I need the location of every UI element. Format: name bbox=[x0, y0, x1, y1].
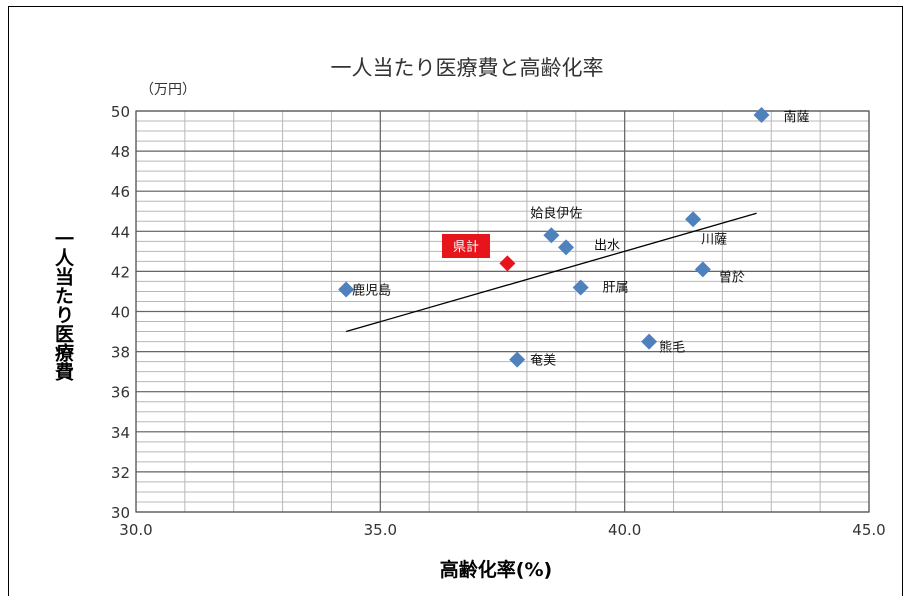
data-point bbox=[338, 281, 355, 298]
x-tick-label: 45.0 bbox=[852, 521, 885, 539]
point-label: 南薩 bbox=[783, 109, 809, 125]
y-unit-label: （万円） bbox=[140, 82, 196, 98]
highlight-label-box bbox=[442, 234, 490, 258]
y-tick-label: 40 bbox=[111, 304, 130, 322]
data-point bbox=[753, 107, 770, 124]
point-label: 曽於 bbox=[719, 269, 745, 285]
point-label: 奄美 bbox=[530, 354, 556, 369]
point-label: 川薩 bbox=[701, 232, 727, 247]
y-tick-label: 50 bbox=[111, 103, 130, 121]
data-point bbox=[509, 351, 526, 368]
data-point bbox=[694, 261, 711, 278]
y-tick-label: 32 bbox=[111, 464, 130, 482]
point-label: 出水 bbox=[594, 238, 620, 253]
data-point bbox=[543, 227, 560, 244]
point-label: 熊毛 bbox=[659, 340, 685, 356]
point-label: 姶良伊佐 bbox=[530, 205, 582, 221]
chart-title: 一人当たり医療費と高齢化率 bbox=[331, 56, 604, 80]
y-tick-label: 44 bbox=[111, 223, 130, 241]
data-point bbox=[572, 279, 589, 296]
highlight-label: 県計 bbox=[453, 239, 479, 255]
y-tick-label: 42 bbox=[111, 263, 130, 281]
plot-area-border bbox=[135, 110, 870, 513]
x-tick-label: 40.0 bbox=[608, 521, 641, 539]
x-tick-label: 35.0 bbox=[364, 521, 397, 539]
data-point bbox=[685, 211, 702, 228]
trendline bbox=[345, 212, 757, 333]
y-tick-label: 34 bbox=[111, 424, 130, 442]
grid bbox=[135, 110, 870, 513]
x-axis-title: 高齢化率(%) bbox=[440, 558, 552, 581]
y-tick-label: 36 bbox=[111, 384, 130, 402]
data-point bbox=[558, 239, 575, 256]
point-label: 肝属 bbox=[603, 280, 629, 295]
x-tick-label: 30.0 bbox=[119, 521, 152, 539]
chart-frame bbox=[8, 6, 903, 596]
y-tick-label: 30 bbox=[111, 504, 130, 522]
axis-ticks: 30.0 35.0 40.0 45.0 30 32 34 36 38 40 42 44 46 48 50 bbox=[111, 103, 886, 539]
data-point bbox=[641, 333, 658, 350]
highlight-point bbox=[499, 255, 516, 272]
y-tick-label: 46 bbox=[111, 183, 130, 201]
y-axis-title: 一人当たり医療費 bbox=[52, 229, 74, 382]
point-label: 鹿児島 bbox=[352, 282, 391, 298]
y-tick-label: 48 bbox=[111, 143, 130, 161]
y-tick-label: 38 bbox=[111, 344, 130, 362]
